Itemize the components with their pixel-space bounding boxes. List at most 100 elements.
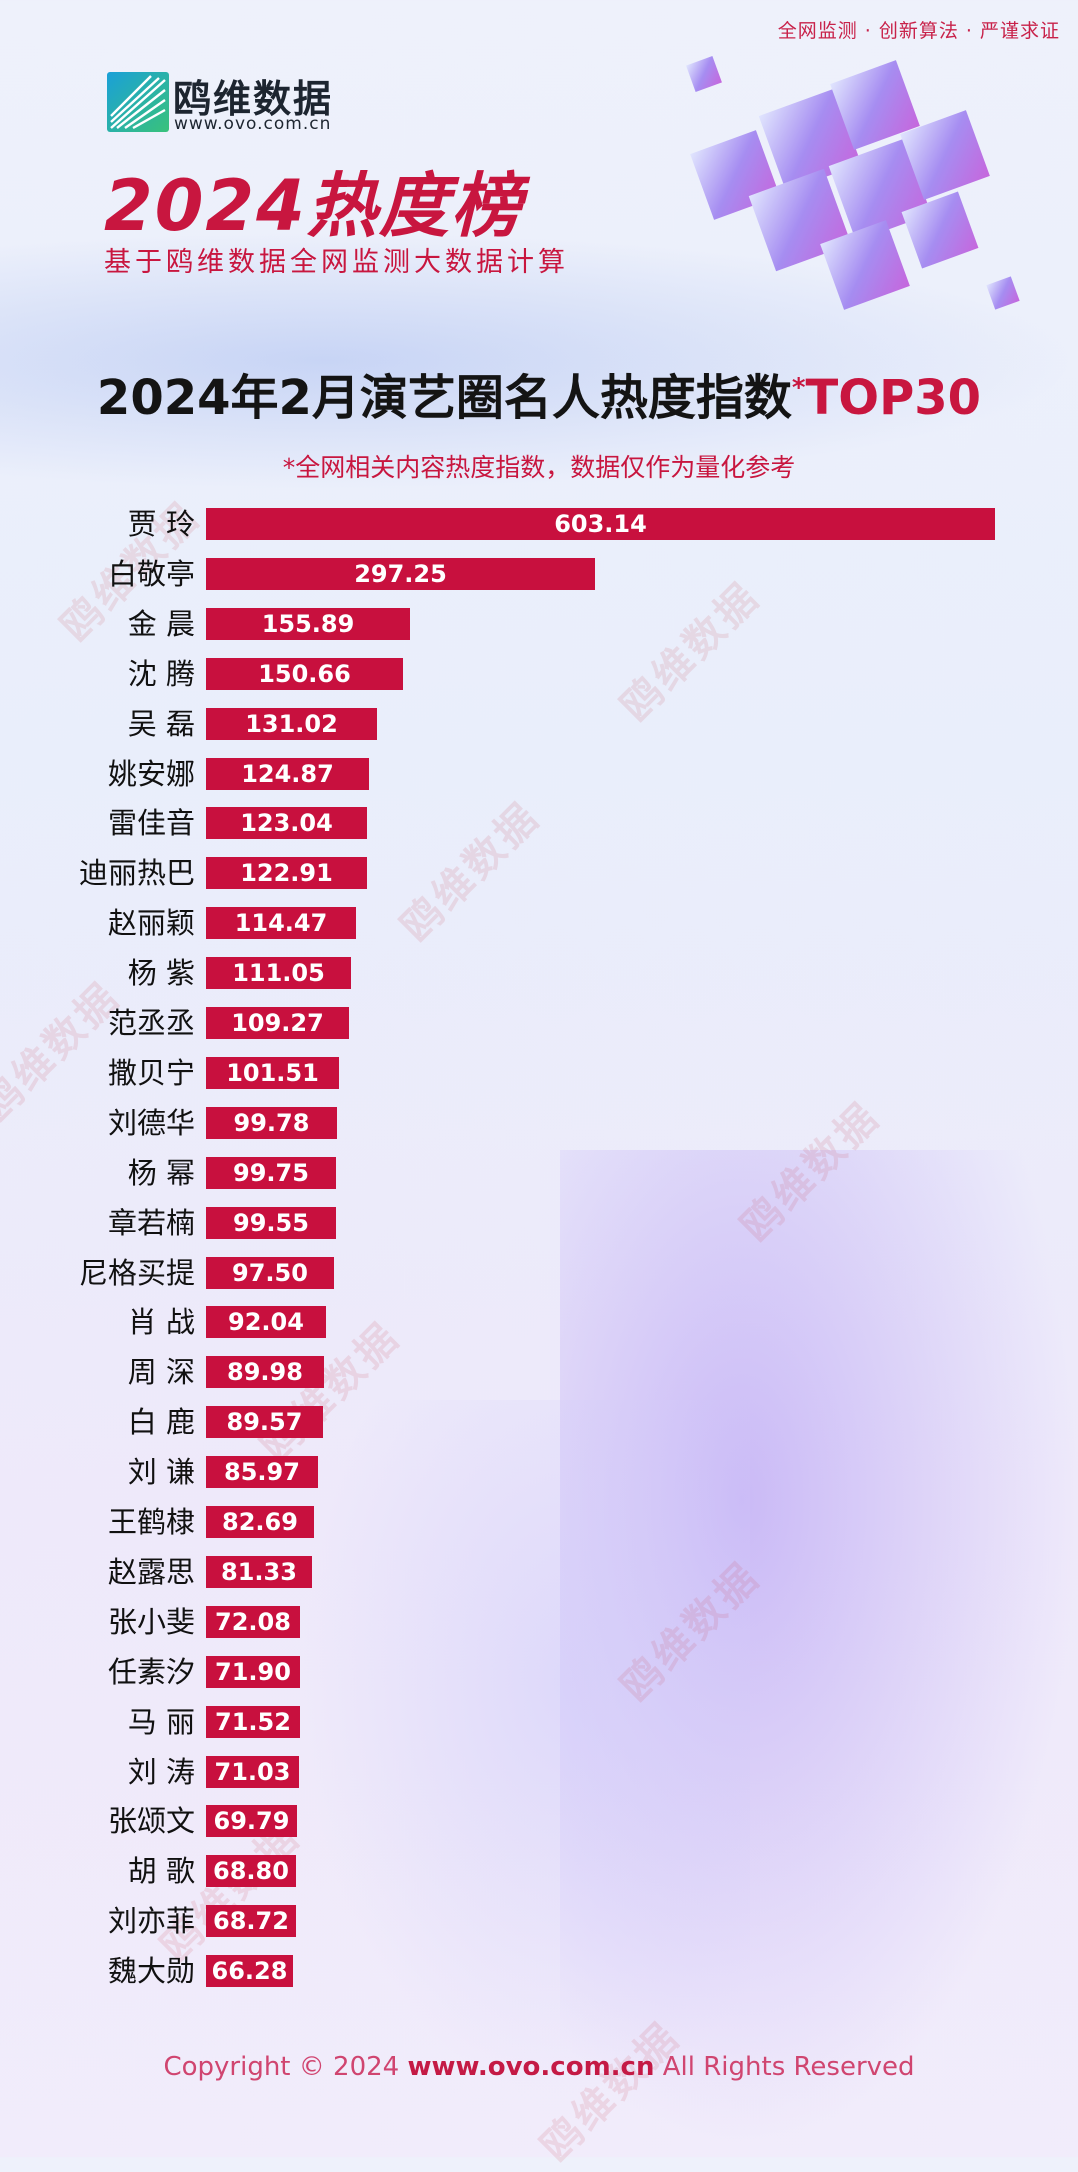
bar-value-label: 71.90 xyxy=(215,1657,291,1686)
chart-row: 雷佳音 123.04 xyxy=(0,805,1078,841)
chart-row: 肖 战 92.04 xyxy=(0,1304,1078,1340)
chart-row: 胡 歌 68.80 xyxy=(0,1853,1078,1889)
bar xyxy=(206,1655,300,1688)
decorative-cubes-graphic xyxy=(686,56,1020,310)
chart-row: 贾 玲 603.14 xyxy=(0,506,1078,542)
bar-value-label: 150.66 xyxy=(258,659,351,688)
bar-value-label: 297.25 xyxy=(354,559,447,588)
chart-title: 2024年2月演艺圈名人热度指数*TOP30 xyxy=(0,358,1078,428)
bar xyxy=(206,1755,299,1788)
bar xyxy=(206,957,351,990)
subtitle: 基于鸥维数据全网监测大数据计算 xyxy=(104,247,569,278)
category-label: 肖 战 xyxy=(127,1305,195,1340)
bar xyxy=(206,1905,296,1938)
chart-row: 撒贝宁 101.51 xyxy=(0,1055,1078,1091)
chart-row: 魏大勋 66.28 xyxy=(0,1953,1078,1989)
bar-value-label: 155.89 xyxy=(261,609,355,638)
bar xyxy=(206,1356,324,1389)
bar-value-label: 68.72 xyxy=(213,1907,289,1936)
bar-value-label: 114.47 xyxy=(234,909,328,938)
bar-value-label: 122.91 xyxy=(240,859,333,888)
year-title: 2024热度榜 xyxy=(104,165,523,247)
bar xyxy=(206,807,367,840)
bar xyxy=(206,657,403,690)
footer: Copyright © 2024 www.ovo.com.cn All Righ… xyxy=(0,2052,1078,2082)
chart-row: 杨 紫 111.05 xyxy=(0,955,1078,991)
bar-value-label: 92.04 xyxy=(228,1308,304,1337)
category-label: 张颂文 xyxy=(107,1804,195,1839)
bar-value-label: 89.57 xyxy=(226,1408,303,1437)
category-label: 刘 谦 xyxy=(127,1455,195,1490)
chart-row: 刘德华 99.78 xyxy=(0,1105,1078,1141)
category-label: 赵露思 xyxy=(107,1554,195,1589)
category-label: 王鹤棣 xyxy=(107,1505,195,1539)
bar-value-label: 109.27 xyxy=(231,1009,324,1037)
category-label: 周 深 xyxy=(127,1355,195,1390)
chart-title-suffix: TOP30 xyxy=(805,370,982,426)
chart-row: 杨 幂 99.75 xyxy=(0,1155,1078,1191)
bar-value-label: 99.78 xyxy=(233,1108,310,1137)
category-label: 金 晨 xyxy=(127,606,195,641)
chart-row: 任素汐 71.90 xyxy=(0,1654,1078,1690)
category-label: 白敬亭 xyxy=(107,556,195,591)
category-label: 雷佳音 xyxy=(107,806,195,841)
bar xyxy=(206,707,377,740)
chart-row: 赵丽颖 114.47 xyxy=(0,905,1078,941)
footer-url: www.ovo.com.cn xyxy=(407,2052,655,2082)
bar-value-label: 131.02 xyxy=(245,709,338,738)
category-label: 迪丽热巴 xyxy=(78,856,195,891)
bar xyxy=(206,1056,339,1089)
bar-value-label: 603.14 xyxy=(554,510,647,538)
chart-row: 刘 谦 85.97 xyxy=(0,1454,1078,1490)
bar-value-label: 101.51 xyxy=(226,1058,319,1087)
category-label: 章若楠 xyxy=(107,1205,195,1240)
category-label: 刘亦菲 xyxy=(107,1904,195,1939)
bar xyxy=(206,1555,312,1588)
bar xyxy=(206,1007,349,1039)
category-label: 杨 紫 xyxy=(127,956,195,991)
bar-value-label: 111.05 xyxy=(232,959,325,988)
chart-row: 刘亦菲 68.72 xyxy=(0,1903,1078,1939)
bar xyxy=(206,607,410,640)
brand-name: 鸥维数据 xyxy=(173,77,334,121)
chart-row: 刘 涛 71.03 xyxy=(0,1754,1078,1790)
bar-value-label: 71.52 xyxy=(215,1707,291,1736)
category-label: 任素汐 xyxy=(107,1654,195,1689)
category-label: 范丞丞 xyxy=(107,1006,195,1040)
bar-value-label: 85.97 xyxy=(224,1458,300,1487)
category-label: 赵丽颖 xyxy=(107,906,195,941)
chart-row: 迪丽热巴 122.91 xyxy=(0,855,1078,891)
category-label: 刘德华 xyxy=(107,1105,195,1140)
footer-rights: All Rights Reserved xyxy=(662,2052,915,2082)
bar-value-label: 68.80 xyxy=(213,1857,289,1886)
bar xyxy=(206,1506,314,1538)
chart-row: 白 鹿 89.57 xyxy=(0,1404,1078,1440)
bar xyxy=(206,1805,297,1838)
category-label: 吴 磊 xyxy=(127,706,195,741)
bar xyxy=(206,1256,334,1289)
brand-url: www.ovo.com.cn xyxy=(174,114,332,134)
category-label: 杨 幂 xyxy=(127,1155,195,1190)
bar xyxy=(206,1955,293,1988)
chart-row: 张颂文 69.79 xyxy=(0,1803,1078,1839)
chart-row: 马 丽 71.52 xyxy=(0,1704,1078,1740)
bar-value-label: 99.55 xyxy=(233,1208,309,1237)
background-glow-center xyxy=(300,1400,750,2100)
chart-row: 尼格买提 97.50 xyxy=(0,1255,1078,1291)
bar xyxy=(206,508,995,540)
bar xyxy=(206,857,367,890)
bar xyxy=(206,907,356,940)
bar xyxy=(206,1456,318,1489)
category-label: 白 鹿 xyxy=(127,1405,195,1440)
bar xyxy=(206,1206,336,1239)
bar-value-label: 82.69 xyxy=(222,1508,298,1536)
chart-row: 吴 磊 131.02 xyxy=(0,706,1078,742)
category-label: 尼格买提 xyxy=(78,1255,195,1290)
chart-row: 金 晨 155.89 xyxy=(0,606,1078,642)
bar-value-label: 97.50 xyxy=(232,1258,308,1287)
category-label: 胡 歌 xyxy=(127,1854,195,1889)
bar-value-label: 71.03 xyxy=(214,1757,291,1786)
bar-value-label: 99.75 xyxy=(233,1158,309,1187)
chart-row: 王鹤棣 82.69 xyxy=(0,1504,1078,1540)
bar-value-label: 124.87 xyxy=(241,759,334,788)
